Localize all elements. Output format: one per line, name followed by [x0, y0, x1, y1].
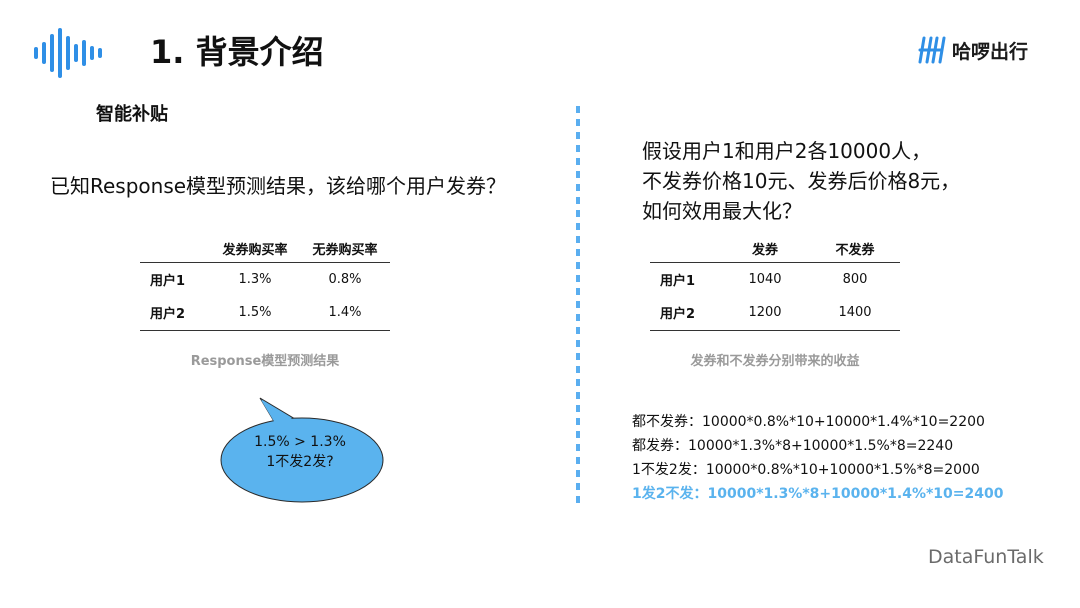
- table-cell: 800: [842, 271, 868, 287]
- table-header-row: 发券 不发券: [650, 236, 900, 263]
- prediction-table-caption: Response模型预测结果: [190, 354, 340, 369]
- table-header-cell: [140, 236, 210, 263]
- calculation-line: 都发券：10000*1.3%*8+10000*1.5%*8=2240: [632, 438, 954, 454]
- calculation-line: 都不发券：10000*0.8%*10+10000*1.4%*10=2200: [632, 414, 985, 430]
- question-line: 不发券价格10元、发券后价格8元，: [642, 169, 961, 193]
- table-row: 用户2 1200 1400: [650, 296, 900, 331]
- table-row-header: 用户2: [650, 296, 720, 331]
- question-line: 假设用户1和用户2各10000人，: [642, 139, 932, 163]
- prediction-table: 发券购买率 无券购买率 用户1 1.3% 0.8% 用户2 1.5% 1.4%: [140, 236, 390, 331]
- table-header-cell: 发券购买率: [210, 236, 300, 263]
- table-row: 用户1 1040 800: [650, 262, 900, 296]
- table-row-header: 用户1: [150, 273, 186, 289]
- question-line: 如何效用最大化？: [642, 199, 802, 223]
- page-title: 1. 背景介绍: [150, 33, 324, 71]
- column-divider: [576, 106, 580, 506]
- revenue-table: 发券 不发券 用户1 1040 800 用户2 1200 1400: [650, 236, 900, 331]
- table-cell: 1040: [748, 271, 782, 287]
- table-cell: 1.4%: [300, 296, 390, 331]
- section-subtitle: 智能补贴: [96, 104, 168, 125]
- table-row-header: 用户2: [140, 296, 210, 331]
- hello-logo-icon: [918, 36, 946, 64]
- brand-name: 哈啰出行: [952, 40, 1029, 63]
- table-cell: 1400: [810, 296, 900, 331]
- table-row: 用户2 1.5% 1.4%: [140, 296, 390, 331]
- table-row-header: 用户1: [660, 273, 696, 289]
- speech-bubble-text: 1.5% > 1.3% 1不发2发?: [220, 432, 380, 472]
- table-header-cell: 发券: [720, 236, 810, 263]
- table-cell: 1.5%: [210, 296, 300, 331]
- bubble-line: 1不发2发?: [266, 454, 334, 470]
- table-cell: 1.3%: [238, 271, 272, 287]
- brand: 哈啰出行: [918, 34, 1028, 66]
- calculation-list: 都不发券：10000*0.8%*10+10000*1.4%*10=2200 都发…: [632, 410, 1004, 506]
- sound-wave-icon: [34, 28, 110, 78]
- table-cell: 0.8%: [328, 271, 362, 287]
- table-header-row: 发券购买率 无券购买率: [140, 236, 390, 263]
- table-header-cell: [650, 236, 720, 263]
- table-cell: 1200: [720, 296, 810, 331]
- calculation-line-highlight: 1发2不发：10000*1.3%*8+10000*1.4%*10=2400: [632, 486, 1004, 502]
- speech-bubble: [220, 397, 384, 503]
- table-header-cell: 无券购买率: [300, 236, 390, 263]
- table-row: 用户1 1.3% 0.8%: [140, 262, 390, 296]
- bubble-line: 1.5% > 1.3%: [254, 434, 346, 450]
- watermark: DataFunTalk: [928, 546, 1044, 568]
- table-header-cell: 不发券: [810, 236, 900, 263]
- left-question: 已知Response模型预测结果，该给哪个用户发券？: [50, 174, 507, 198]
- revenue-table-caption: 发券和不发券分别带来的收益: [690, 354, 860, 369]
- right-question: 假设用户1和用户2各10000人， 不发券价格10元、发券后价格8元， 如何效用…: [642, 136, 960, 226]
- calculation-line: 1不发2发：10000*0.8%*10+10000*1.5%*8=2000: [632, 462, 980, 478]
